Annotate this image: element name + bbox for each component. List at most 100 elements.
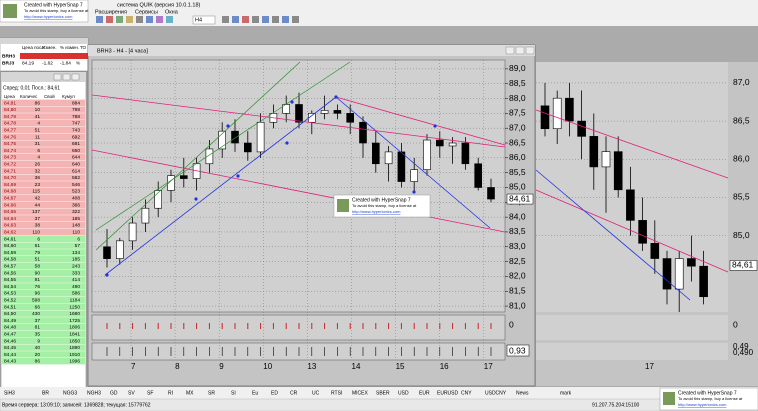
window-button[interactable] <box>62 73 71 81</box>
tool-icon[interactable] <box>106 16 113 23</box>
stamp-link[interactable]: http://www.hyperionics.com <box>678 402 727 407</box>
buy-row[interactable] <box>2 344 85 351</box>
tab[interactable]: SR <box>208 390 215 396</box>
buy-row[interactable] <box>2 276 85 283</box>
buy-row[interactable] <box>2 290 85 297</box>
tab[interactable]: GD <box>110 390 118 396</box>
sell-row[interactable] <box>2 120 85 127</box>
tab[interactable]: SF <box>147 390 153 396</box>
tool-icon[interactable] <box>166 16 173 23</box>
buy-row[interactable] <box>2 337 85 344</box>
buy-row[interactable] <box>2 324 85 331</box>
tab[interactable]: CNY <box>461 390 472 396</box>
sell-row[interactable] <box>2 140 85 147</box>
tab[interactable]: USDCNY <box>485 390 507 396</box>
tool-icon[interactable] <box>156 16 163 23</box>
menu-item[interactable]: Сервисы <box>135 9 158 15</box>
tab[interactable]: MX <box>186 390 194 396</box>
sell-row[interactable] <box>2 208 85 215</box>
interval-select[interactable] <box>192 15 216 25</box>
buy-row[interactable] <box>2 296 85 304</box>
sell-row[interactable] <box>2 222 85 229</box>
buy-row[interactable] <box>2 317 85 324</box>
sell-row[interactable] <box>2 174 85 181</box>
tab[interactable]: CR <box>290 390 298 396</box>
sell-row[interactable] <box>2 181 85 188</box>
tool-icon[interactable] <box>272 16 279 23</box>
buy-row[interactable] <box>2 262 85 270</box>
tool-icon[interactable] <box>146 16 153 23</box>
tab[interactable]: MICEX <box>352 390 369 396</box>
window-button[interactable] <box>53 73 62 81</box>
window-button[interactable] <box>525 46 535 55</box>
buy-row[interactable] <box>2 351 85 358</box>
buy-row[interactable] <box>2 358 85 365</box>
tool-icon[interactable] <box>126 16 133 23</box>
tab[interactable]: NGH3 <box>87 390 101 396</box>
tab[interactable]: Eu <box>252 390 258 396</box>
sell-row[interactable] <box>2 126 85 134</box>
tool-icon[interactable] <box>282 16 289 23</box>
tab[interactable]: USD <box>398 390 409 396</box>
tab[interactable]: UC <box>312 390 320 396</box>
sell-row[interactable] <box>2 154 85 161</box>
buy-row[interactable] <box>2 235 85 242</box>
tool-icon[interactable] <box>136 16 143 23</box>
stamp-link[interactable]: http://www.hyperionics.com <box>24 14 73 19</box>
candle-body <box>540 105 550 130</box>
tab[interactable]: SV <box>128 390 135 396</box>
sell-row[interactable] <box>2 228 85 236</box>
tab[interactable]: EURUSD <box>437 390 459 396</box>
sell-cell: 84,81 <box>4 100 16 106</box>
tab[interactable]: News <box>516 390 529 396</box>
buy-row[interactable] <box>2 310 85 317</box>
plot-area <box>91 59 506 313</box>
buy-row[interactable] <box>2 330 85 338</box>
tab[interactable]: EUR <box>419 390 430 396</box>
sell-row[interactable] <box>2 147 85 154</box>
buy-row[interactable] <box>2 269 85 276</box>
sell-row[interactable] <box>2 160 85 168</box>
tab[interactable]: RTSI <box>331 390 342 396</box>
sell-cell: 185 <box>72 216 80 222</box>
sell-row[interactable] <box>2 188 85 195</box>
buy-cell: 51 <box>35 243 41 249</box>
tool-icon[interactable] <box>222 16 229 23</box>
candle-body <box>128 222 137 242</box>
menu-item[interactable]: Расширения <box>95 9 127 15</box>
sell-row[interactable] <box>2 113 85 120</box>
buy-row[interactable] <box>2 256 85 263</box>
sell-row[interactable] <box>2 201 85 208</box>
tab[interactable]: RI <box>168 390 173 396</box>
buy-row[interactable] <box>2 242 85 249</box>
tool-icon[interactable] <box>232 16 239 23</box>
stamp-link[interactable]: http://www.hyperionics.com <box>352 209 401 214</box>
sell-row[interactable] <box>2 215 85 222</box>
tool-icon[interactable] <box>292 16 299 23</box>
tab[interactable]: ED <box>271 390 278 396</box>
sell-row[interactable] <box>2 167 85 174</box>
buy-row[interactable] <box>2 283 85 290</box>
window-button[interactable] <box>505 46 515 55</box>
tool-icon[interactable] <box>252 16 259 23</box>
tab[interactable]: NGG3 <box>63 390 77 396</box>
sell-row[interactable] <box>2 133 85 140</box>
tool-icon[interactable] <box>242 16 249 23</box>
sell-row[interactable] <box>2 106 85 113</box>
tab[interactable]: SBER <box>376 390 390 396</box>
tab[interactable]: SI <box>231 390 236 396</box>
tab[interactable]: mark <box>560 390 572 396</box>
window-button[interactable] <box>515 46 525 55</box>
tool-icon[interactable] <box>262 16 269 23</box>
sell-row[interactable] <box>2 194 85 202</box>
sell-row[interactable] <box>2 99 85 106</box>
tab[interactable]: SiH3 <box>4 390 15 396</box>
tab[interactable]: BR <box>42 390 49 396</box>
tool-icon[interactable] <box>96 16 103 23</box>
buy-row[interactable] <box>2 303 85 310</box>
candle-body <box>565 97 574 122</box>
tool-icon[interactable] <box>116 16 123 23</box>
menu-item[interactable]: Окна <box>165 9 179 15</box>
window-button[interactable] <box>71 73 80 81</box>
buy-row[interactable] <box>2 249 85 256</box>
